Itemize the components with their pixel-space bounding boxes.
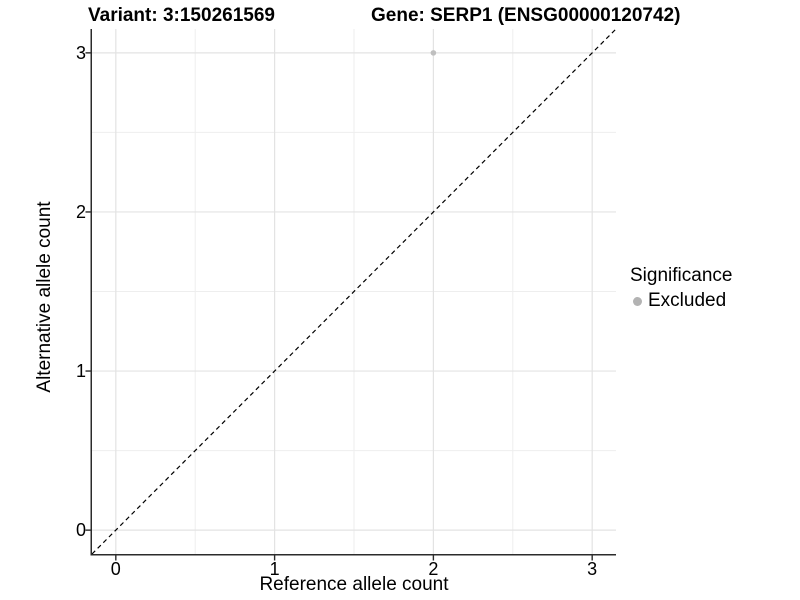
x-tick-label-3: 3 bbox=[587, 559, 598, 579]
identity-dashed-line bbox=[91, 28, 617, 555]
legend-entry-label: Excluded bbox=[648, 290, 727, 311]
legend-point-icon bbox=[633, 296, 642, 306]
x-tick-label-2: 2 bbox=[428, 559, 439, 579]
x-tick-label-0: 0 bbox=[110, 559, 121, 579]
x-tick-label-1: 1 bbox=[269, 559, 280, 579]
legend: Significance Excluded bbox=[630, 264, 732, 312]
x-axis-title: Reference allele count bbox=[259, 574, 449, 595]
legend-entry-excluded: Excluded bbox=[630, 290, 732, 312]
plot-title-gene: Gene: SERP1 (ENSG00000120742) bbox=[371, 5, 681, 26]
y-tick-label-1: 1 bbox=[75, 361, 86, 382]
y-tick-label-3: 3 bbox=[75, 42, 86, 63]
plot-title-variant: Variant: 3:150261569 bbox=[88, 5, 275, 26]
legend-title: Significance bbox=[630, 265, 733, 286]
data-point-excluded-0 bbox=[430, 50, 437, 56]
y-tick-label-2: 2 bbox=[75, 201, 86, 222]
y-tick-label-0: 0 bbox=[75, 520, 86, 541]
